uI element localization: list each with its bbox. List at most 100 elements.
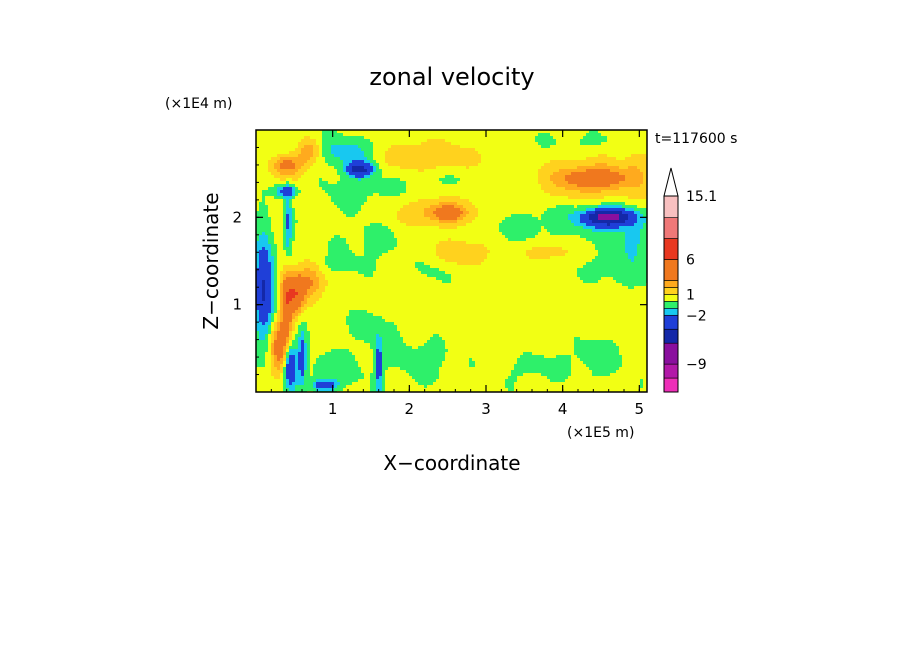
contour-cell	[382, 172, 386, 176]
contour-cell	[613, 235, 617, 239]
contour-cell	[373, 235, 377, 239]
contour-cell	[289, 139, 293, 143]
contour-cell	[442, 241, 446, 245]
contour-cell	[376, 232, 380, 236]
contour-cell	[559, 229, 563, 233]
contour-cell	[403, 145, 407, 149]
contour-cell	[328, 214, 332, 218]
contour-cell	[613, 217, 617, 221]
contour-cell	[478, 145, 482, 149]
contour-cell	[532, 142, 536, 146]
contour-cell	[280, 190, 284, 194]
contour-cell	[538, 142, 542, 146]
contour-cell	[364, 238, 368, 242]
contour-cell	[529, 223, 533, 227]
contour-cell	[400, 238, 404, 242]
contour-cell	[622, 160, 626, 164]
contour-cell	[352, 241, 356, 245]
contour-cell	[415, 229, 419, 233]
contour-cell	[634, 223, 638, 227]
contour-cell	[565, 226, 569, 230]
contour-cell	[592, 193, 596, 197]
contour-cell	[448, 229, 452, 233]
contour-cell	[370, 214, 374, 218]
contour-cell	[526, 178, 530, 182]
contour-cell	[541, 205, 545, 209]
contour-cell	[478, 148, 482, 152]
contour-cell	[424, 217, 428, 221]
contour-cell	[340, 226, 344, 230]
contour-cell	[565, 163, 569, 167]
contour-cell	[520, 172, 524, 176]
contour-cell	[619, 175, 623, 179]
contour-cell	[331, 145, 335, 149]
contour-cell	[460, 163, 464, 167]
contour-cell	[268, 139, 272, 143]
contour-cell	[292, 154, 296, 158]
contour-cell	[385, 229, 389, 233]
contour-cell	[289, 226, 293, 230]
contour-cell	[304, 241, 308, 245]
contour-cell	[436, 211, 440, 215]
contour-cell	[631, 166, 635, 170]
contour-cell	[517, 223, 521, 227]
contour-cell	[580, 193, 584, 197]
contour-cell	[595, 208, 599, 212]
contour-cell	[331, 142, 335, 146]
contour-cell	[640, 184, 644, 188]
contour-cell	[517, 157, 521, 161]
contour-cell	[355, 139, 359, 143]
contour-cell	[334, 169, 338, 173]
contour-cell	[370, 166, 374, 170]
contour-cell	[313, 148, 317, 152]
contour-cell	[292, 208, 296, 212]
contour-cell	[505, 148, 509, 152]
contour-cell	[469, 229, 473, 233]
contour-cell	[631, 241, 635, 245]
contour-cell	[397, 178, 401, 182]
contour-cell	[370, 142, 374, 146]
contour-cell	[262, 223, 266, 227]
contour-cell	[553, 208, 557, 212]
contour-cell	[634, 235, 638, 239]
contour-cell	[622, 154, 626, 158]
contour-cell	[601, 139, 605, 143]
contour-cell	[310, 238, 314, 242]
contour-cell	[337, 193, 341, 197]
contour-cell	[586, 205, 590, 209]
contour-cell	[373, 190, 377, 194]
contour-cell	[475, 175, 479, 179]
contour-cell	[328, 235, 332, 239]
contour-cell	[631, 136, 635, 140]
contour-cell	[418, 157, 422, 161]
contour-cell	[277, 229, 281, 233]
contour-cell	[442, 181, 446, 185]
contour-cell	[421, 172, 425, 176]
contour-cell	[625, 199, 629, 203]
contour-cell	[403, 181, 407, 185]
contour-cell	[406, 139, 410, 143]
contour-cell	[454, 193, 458, 197]
contour-cell	[373, 148, 377, 152]
contour-cell	[298, 199, 302, 203]
contour-cell	[331, 217, 335, 221]
contour-cell	[472, 217, 476, 221]
contour-cell	[442, 133, 446, 137]
contour-cell	[607, 157, 611, 161]
contour-cell	[346, 241, 350, 245]
contour-cell	[358, 130, 362, 134]
contour-cell	[295, 145, 299, 149]
contour-cell	[379, 142, 383, 146]
contour-cell	[310, 226, 314, 230]
contour-cell	[454, 157, 458, 161]
contour-cell	[328, 193, 332, 197]
contour-cell	[577, 160, 581, 164]
contour-cell	[352, 130, 356, 134]
contour-cell	[412, 238, 416, 242]
contour-cell	[289, 211, 293, 215]
contour-cell	[379, 184, 383, 188]
contour-cell	[610, 208, 614, 212]
contour-cell	[352, 199, 356, 203]
contour-cell	[643, 148, 647, 152]
contour-cell	[403, 241, 407, 245]
